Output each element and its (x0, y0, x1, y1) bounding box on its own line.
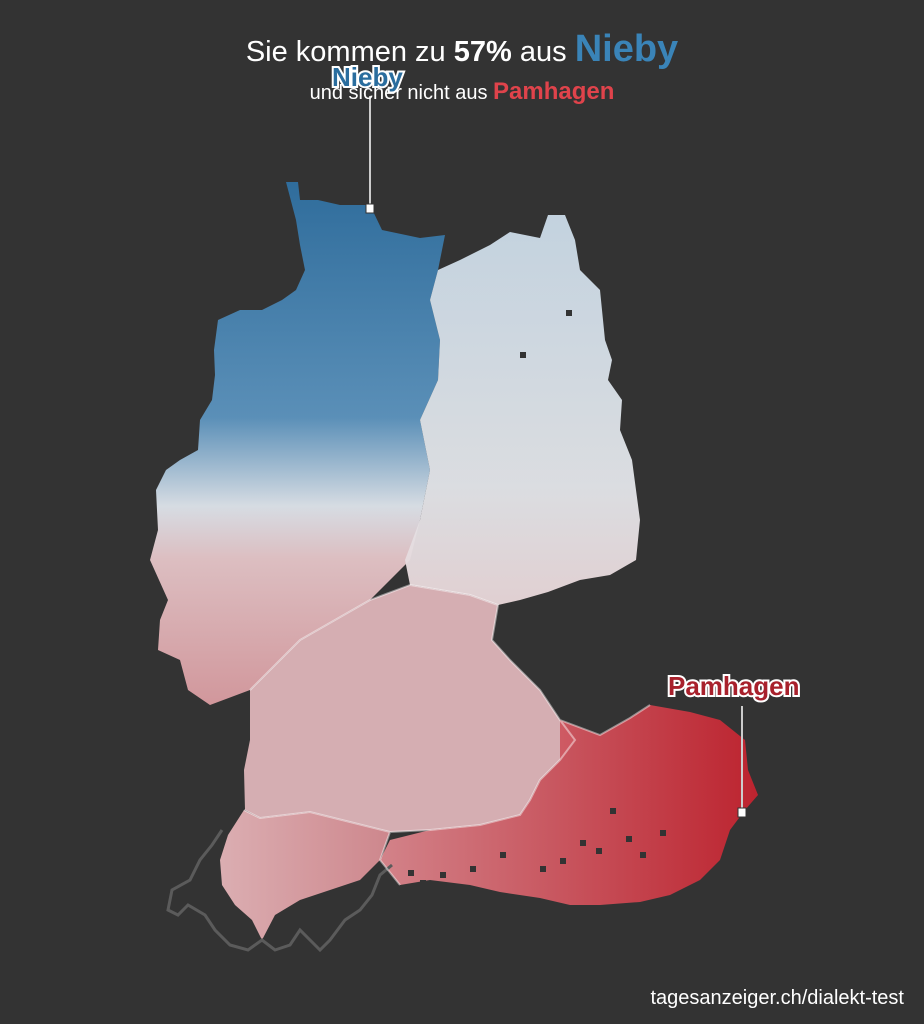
headline-place: Nieby (574, 28, 679, 70)
headline-percent: 57% (453, 36, 512, 68)
no-data-cells (384, 310, 666, 886)
subline-place: Pamhagen (493, 78, 615, 105)
region-germany-west (150, 182, 445, 705)
headline-prefix: Sie kommen zu (245, 36, 446, 68)
marker-pamhagen (737, 807, 747, 818)
subline-text: und sicher nicht aus (309, 82, 488, 104)
outline-west-switzerland (166, 829, 393, 953)
region-austria (380, 705, 758, 905)
result-subline: und sicher nicht aus Pamhagen (0, 78, 924, 106)
marker-nieby (365, 203, 375, 214)
headline-middle: aus (519, 36, 567, 68)
result-headline: Sie kommen zu 57% aus Nieby (0, 28, 924, 71)
map-label-nieby: Nieby (330, 60, 405, 94)
source-link[interactable]: tagesanzeiger.ch/dialekt-test (650, 987, 905, 1009)
map-label-pamhagen: Pamhagen (666, 669, 801, 703)
region-germany-east (405, 215, 640, 605)
region-switzerland (220, 810, 390, 940)
region-germany-south (244, 585, 575, 832)
border-lines (243, 583, 651, 886)
